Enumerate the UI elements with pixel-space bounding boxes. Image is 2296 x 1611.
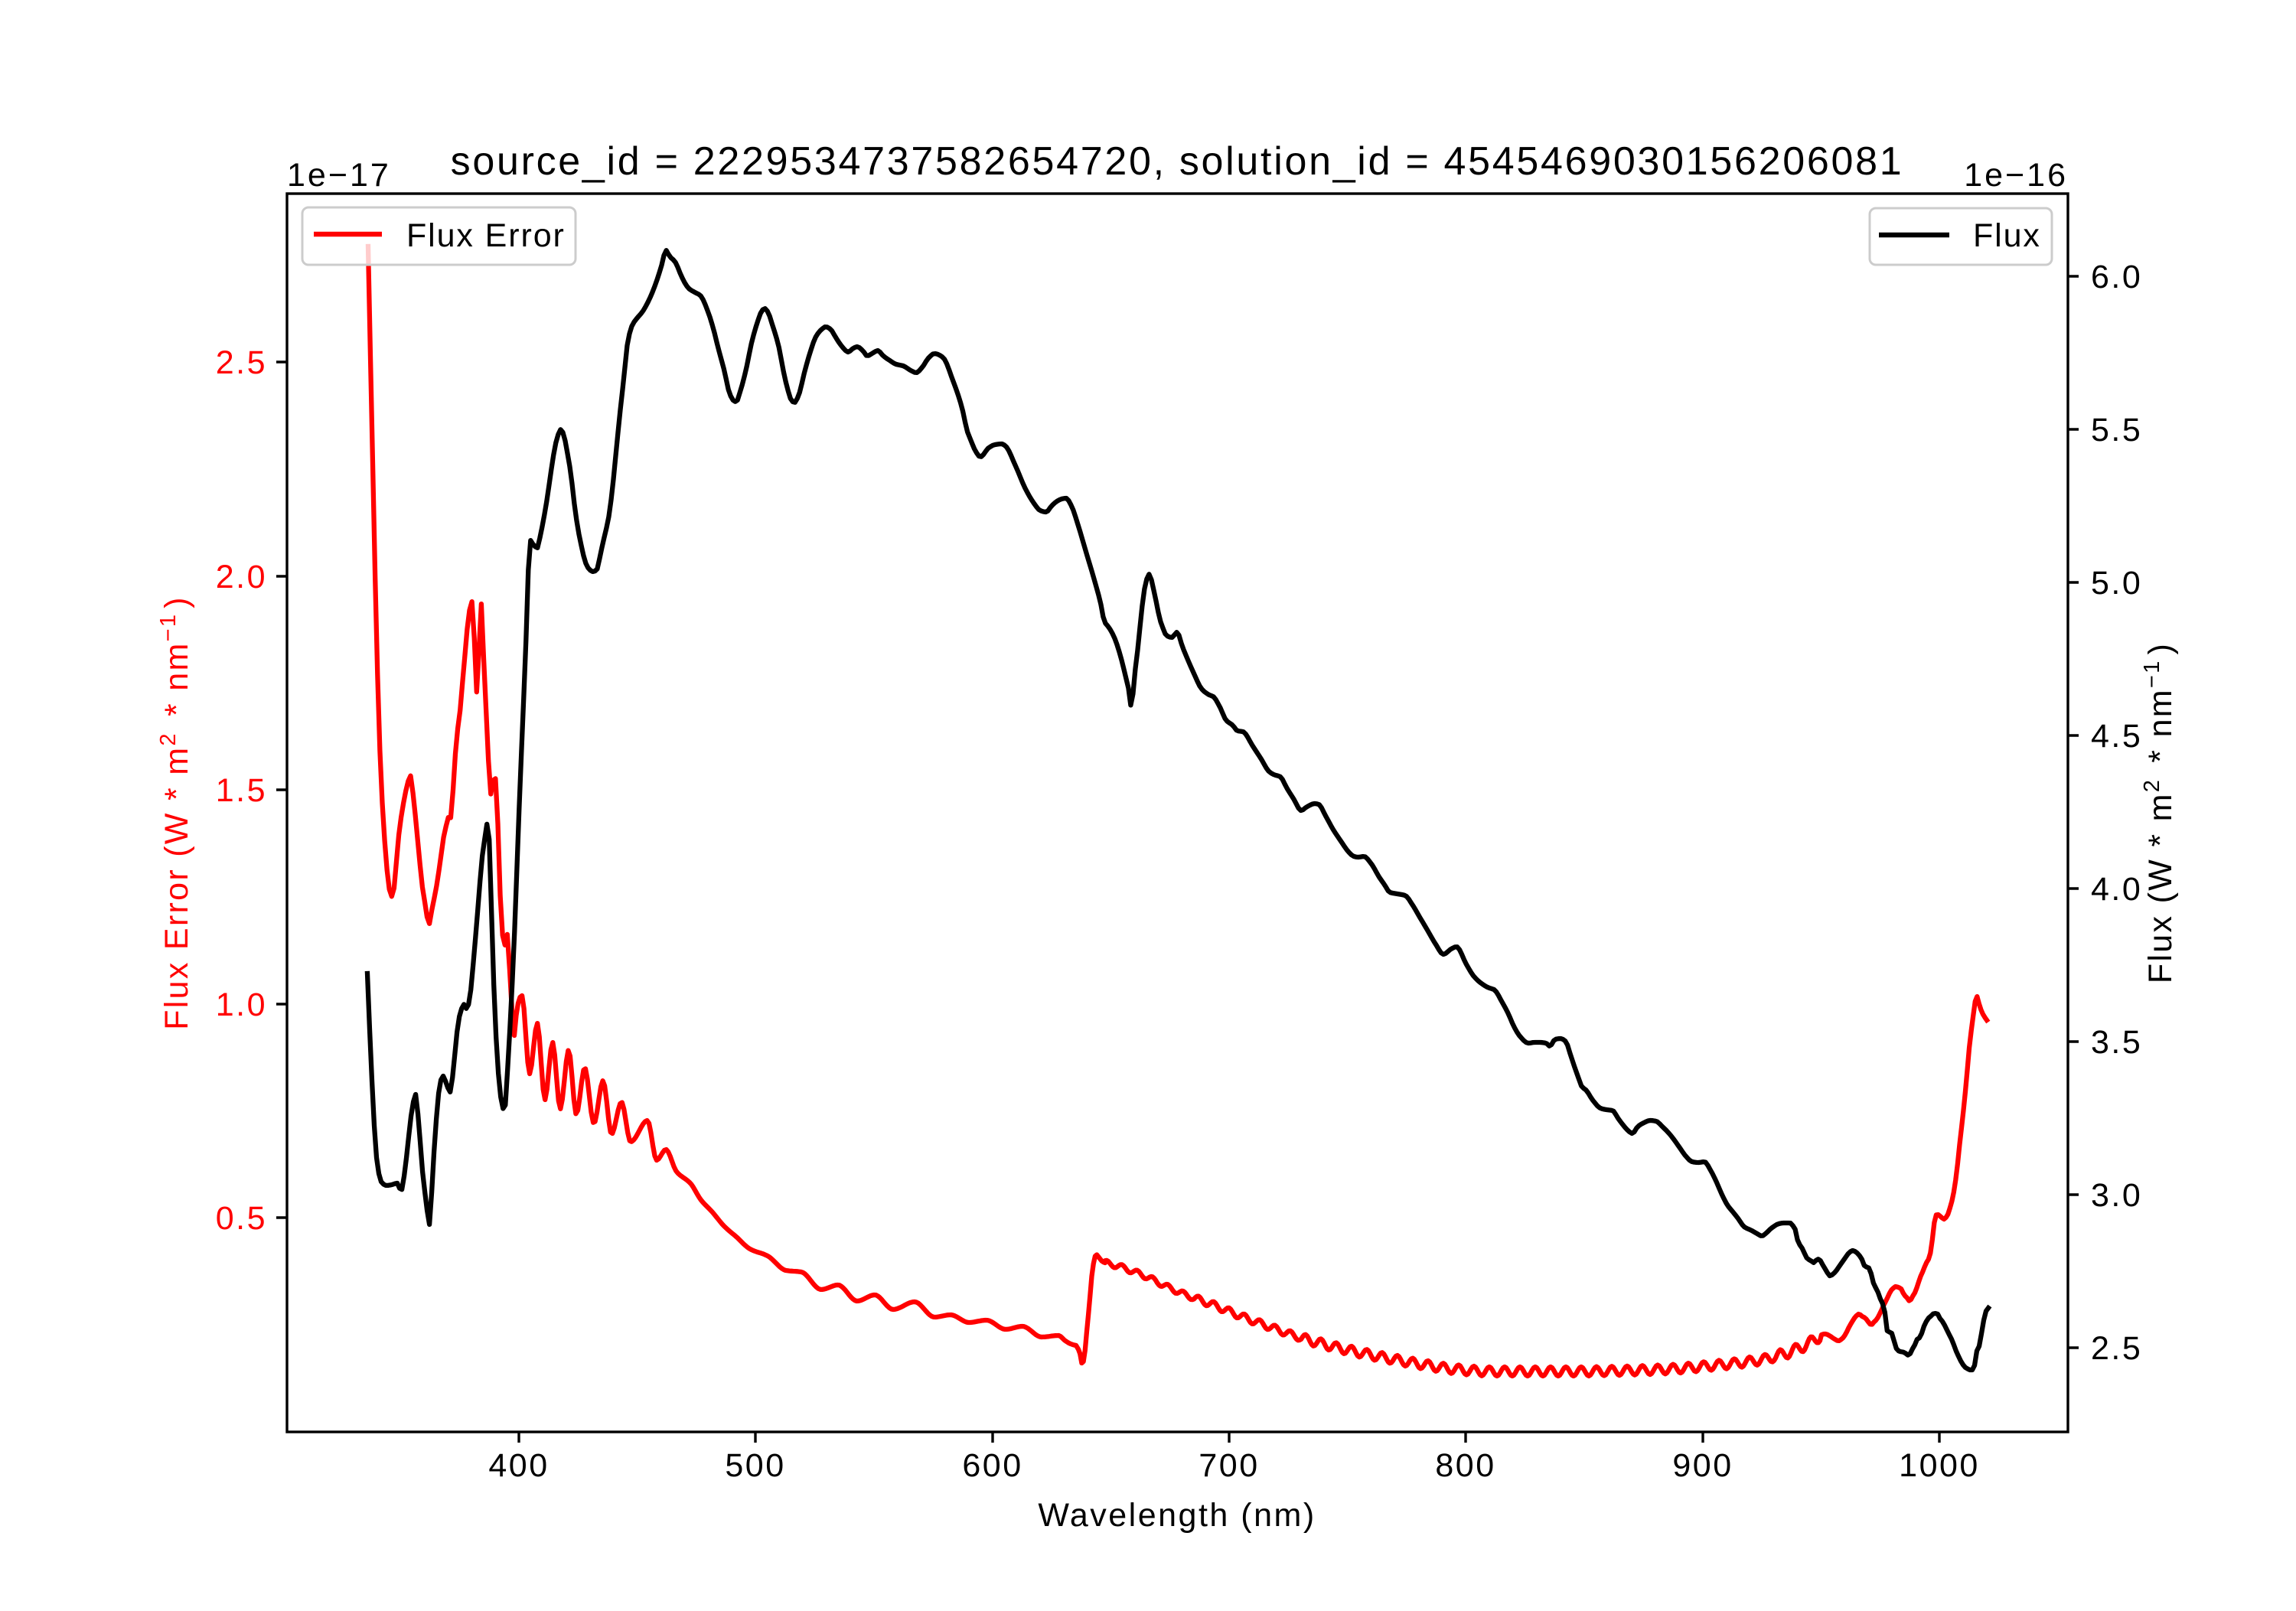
svg-text:2.5: 2.5 xyxy=(216,344,267,381)
svg-text:1e−17: 1e−17 xyxy=(287,157,391,194)
svg-text:Flux: Flux xyxy=(1973,217,2041,254)
svg-text:400: 400 xyxy=(488,1447,549,1484)
svg-text:5.5: 5.5 xyxy=(2091,412,2142,448)
svg-text:1.5: 1.5 xyxy=(216,772,267,809)
svg-text:Wavelength (nm): Wavelength (nm) xyxy=(1038,1497,1316,1534)
svg-text:Flux (W * m2 * nm−1 ): Flux (W * m2 * nm−1 ) xyxy=(2140,642,2179,983)
svg-text:4.5: 4.5 xyxy=(2091,718,2142,755)
svg-text:2.5: 2.5 xyxy=(2091,1330,2142,1367)
svg-text:Flux Error (W * m2 * nm−1 ): Flux Error (W * m2 * nm−1 ) xyxy=(156,595,195,1030)
svg-text:4.0: 4.0 xyxy=(2091,871,2142,908)
svg-text:1e−16: 1e−16 xyxy=(1964,157,2068,194)
svg-text:900: 900 xyxy=(1672,1447,1733,1484)
svg-text:500: 500 xyxy=(725,1447,785,1484)
svg-text:0.5: 0.5 xyxy=(216,1200,267,1237)
svg-text:800: 800 xyxy=(1435,1447,1495,1484)
svg-text:2.0: 2.0 xyxy=(216,559,267,595)
svg-text:6.0: 6.0 xyxy=(2091,259,2142,295)
svg-text:1000: 1000 xyxy=(1899,1447,1980,1484)
svg-text:700: 700 xyxy=(1199,1447,1259,1484)
svg-text:600: 600 xyxy=(962,1447,1022,1484)
svg-text:Flux Error: Flux Error xyxy=(406,217,566,254)
svg-text:3.0: 3.0 xyxy=(2091,1177,2142,1214)
svg-text:5.0: 5.0 xyxy=(2091,565,2142,602)
svg-text:1.0: 1.0 xyxy=(216,986,267,1023)
svg-text:3.5: 3.5 xyxy=(2091,1024,2142,1061)
svg-text:source_id = 222953473758265472: source_id = 2229534737582654720, solutio… xyxy=(451,139,1904,184)
